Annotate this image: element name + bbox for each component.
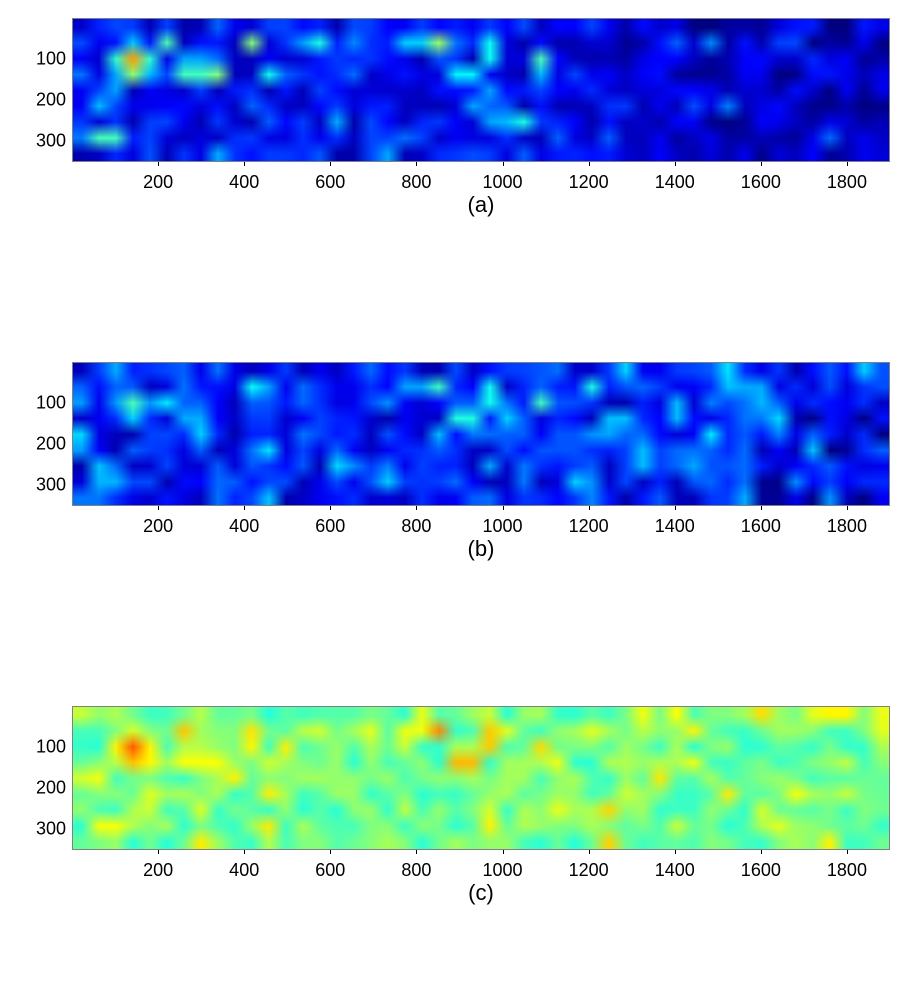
x-tick-mark — [503, 506, 504, 510]
x-tick-mark — [244, 162, 245, 166]
plot-area-c — [72, 706, 890, 850]
heatmap-image — [73, 19, 889, 161]
y-tick-label: 300 — [36, 131, 66, 152]
x-tick-mark — [158, 850, 159, 854]
x-tick-label: 1000 — [482, 860, 522, 881]
subplot-label-b: (b) — [468, 536, 495, 562]
panel-b: 100 200 300 200 400 600 800 1000 1200 1400 1600 180… — [0, 362, 921, 586]
x-tick-label: 1800 — [827, 516, 867, 537]
x-tick-label: 600 — [315, 172, 345, 193]
plot-area-b — [72, 362, 890, 506]
x-tick-label: 200 — [143, 860, 173, 881]
y-axis: 100 200 300 — [0, 362, 72, 506]
x-tick-label: 1400 — [655, 516, 695, 537]
x-tick-label: 1000 — [482, 516, 522, 537]
x-tick-mark — [589, 850, 590, 854]
heatmap-image — [73, 707, 889, 849]
x-tick-mark — [761, 162, 762, 166]
y-tick-label: 300 — [36, 475, 66, 496]
x-tick-label: 1600 — [741, 516, 781, 537]
plot-area-a — [72, 18, 890, 162]
x-tick-mark — [330, 850, 331, 854]
x-tick-label: 800 — [401, 516, 431, 537]
x-tick-mark — [675, 162, 676, 166]
x-tick-mark — [761, 850, 762, 854]
x-tick-label: 200 — [143, 172, 173, 193]
x-tick-label: 400 — [229, 172, 259, 193]
x-tick-label: 1400 — [655, 172, 695, 193]
x-tick-mark — [675, 850, 676, 854]
x-tick-mark — [416, 850, 417, 854]
x-tick-label: 600 — [315, 860, 345, 881]
x-tick-label: 800 — [401, 172, 431, 193]
x-tick-mark — [589, 506, 590, 510]
x-tick-mark — [330, 506, 331, 510]
panel-a: 100 200 300 200 400 600 800 1000 1200 1400 1600 180… — [0, 18, 921, 242]
y-axis: 100 200 300 — [0, 706, 72, 850]
x-tick-label: 1000 — [482, 172, 522, 193]
x-tick-label: 1800 — [827, 860, 867, 881]
x-tick-mark — [761, 506, 762, 510]
x-tick-label: 800 — [401, 860, 431, 881]
x-tick-mark — [244, 850, 245, 854]
x-tick-label: 600 — [315, 516, 345, 537]
x-tick-mark — [503, 850, 504, 854]
x-tick-mark — [847, 850, 848, 854]
x-tick-mark — [503, 162, 504, 166]
x-tick-mark — [158, 506, 159, 510]
x-tick-mark — [847, 162, 848, 166]
x-tick-label: 200 — [143, 516, 173, 537]
x-tick-label: 1200 — [569, 516, 609, 537]
x-tick-label: 400 — [229, 516, 259, 537]
x-tick-label: 1600 — [741, 860, 781, 881]
x-tick-label: 1400 — [655, 860, 695, 881]
x-tick-mark — [330, 162, 331, 166]
x-tick-mark — [675, 506, 676, 510]
y-tick-label: 200 — [36, 90, 66, 111]
y-tick-label: 200 — [36, 434, 66, 455]
subplot-label-a: (a) — [468, 192, 495, 218]
panel-c: 100 200 300 200 400 600 800 1000 1200 1400 1600 180… — [0, 706, 921, 930]
x-tick-mark — [416, 162, 417, 166]
subplot-label-c: (c) — [468, 880, 494, 906]
y-tick-label: 100 — [36, 737, 66, 758]
x-tick-mark — [416, 506, 417, 510]
x-tick-label: 1200 — [569, 860, 609, 881]
x-tick-label: 400 — [229, 860, 259, 881]
heatmap-image — [73, 363, 889, 505]
y-tick-label: 100 — [36, 49, 66, 70]
x-tick-label: 1200 — [569, 172, 609, 193]
y-tick-label: 100 — [36, 393, 66, 414]
x-tick-label: 1800 — [827, 172, 867, 193]
x-tick-mark — [244, 506, 245, 510]
y-tick-label: 200 — [36, 778, 66, 799]
x-tick-mark — [847, 506, 848, 510]
y-tick-label: 300 — [36, 819, 66, 840]
x-tick-mark — [589, 162, 590, 166]
x-tick-mark — [158, 162, 159, 166]
x-tick-label: 1600 — [741, 172, 781, 193]
y-axis: 100 200 300 — [0, 18, 72, 162]
